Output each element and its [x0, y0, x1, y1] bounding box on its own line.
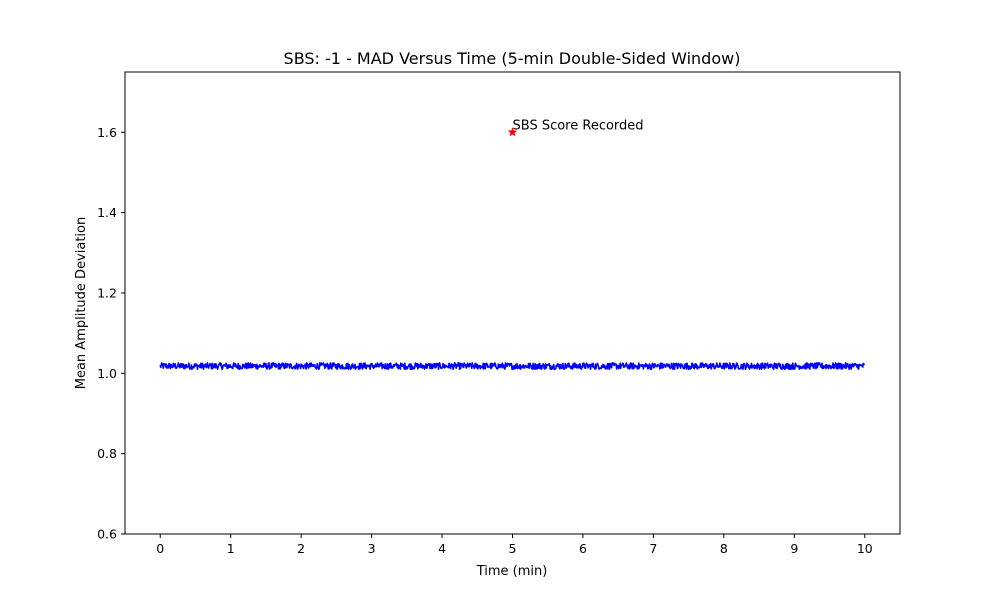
x-tick-label: 3: [368, 541, 376, 556]
x-tick-label: 5: [509, 541, 517, 556]
x-tick-label: 8: [720, 541, 728, 556]
marker-annotation: SBS Score Recorded: [513, 118, 644, 133]
plot-area: SBS Score Recorded: [159, 118, 866, 371]
plot-frame: [124, 71, 901, 535]
x-tick-label: 2: [297, 541, 305, 556]
x-tick-label: 10: [857, 541, 873, 556]
y-tick-label: 1.0: [97, 366, 117, 381]
x-tick-label: 4: [438, 541, 446, 556]
y-tick-label: 1.4: [97, 205, 117, 220]
x-tick-label: 0: [156, 541, 164, 556]
y-tick-label: 0.8: [97, 446, 117, 461]
y-tick-label: 1.6: [97, 125, 117, 140]
x-tick-label: 6: [579, 541, 587, 556]
x-tick-label: 9: [790, 541, 798, 556]
x-axis: 0 1 2 3 4 5 6 7 8 9 10: [156, 534, 873, 556]
x-tick-label: 1: [227, 541, 235, 556]
y-tick-label: 0.6: [97, 527, 117, 542]
y-tick-label: 1.2: [97, 285, 117, 300]
y-axis-label: Mean Amplitude Deviation: [74, 217, 89, 390]
series-line: [159, 362, 866, 371]
star-marker: [507, 127, 518, 137]
x-axis-label: Time (min): [476, 564, 548, 579]
x-tick-label: 7: [649, 541, 657, 556]
y-axis: 0.6 0.8 1.0 1.2 1.4 1.6: [97, 125, 125, 542]
chart-title: SBS: -1 - MAD Versus Time (5-min Double-…: [284, 49, 741, 68]
